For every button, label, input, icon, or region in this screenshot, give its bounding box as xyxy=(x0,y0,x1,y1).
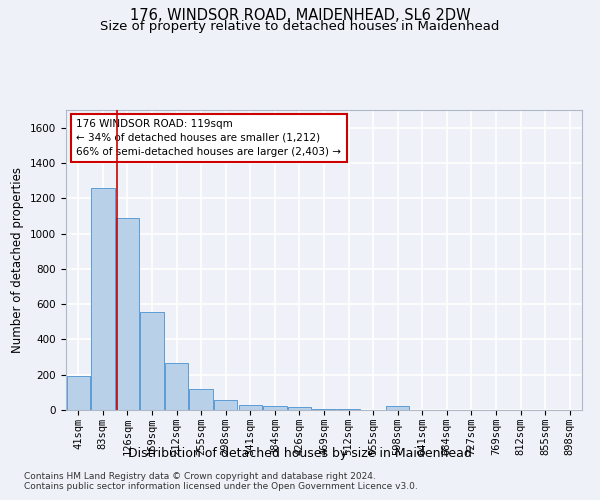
Text: 176 WINDSOR ROAD: 119sqm
← 34% of detached houses are smaller (1,212)
66% of sem: 176 WINDSOR ROAD: 119sqm ← 34% of detach… xyxy=(76,119,341,157)
Bar xyxy=(337,409,360,410)
Text: 176, WINDSOR ROAD, MAIDENHEAD, SL6 2DW: 176, WINDSOR ROAD, MAIDENHEAD, SL6 2DW xyxy=(130,8,470,22)
Bar xyxy=(214,400,238,410)
Bar xyxy=(263,406,287,410)
Bar xyxy=(165,363,188,410)
Bar xyxy=(288,408,311,410)
Text: Size of property relative to detached houses in Maidenhead: Size of property relative to detached ho… xyxy=(100,20,500,33)
Bar xyxy=(313,409,335,410)
Bar xyxy=(67,376,90,410)
Bar xyxy=(116,218,139,410)
Bar xyxy=(190,389,213,410)
Bar xyxy=(91,188,115,410)
Bar xyxy=(386,406,409,410)
Text: Contains HM Land Registry data © Crown copyright and database right 2024.: Contains HM Land Registry data © Crown c… xyxy=(24,472,376,481)
Text: Contains public sector information licensed under the Open Government Licence v3: Contains public sector information licen… xyxy=(24,482,418,491)
Text: Distribution of detached houses by size in Maidenhead: Distribution of detached houses by size … xyxy=(128,448,472,460)
Bar xyxy=(140,312,164,410)
Y-axis label: Number of detached properties: Number of detached properties xyxy=(11,167,25,353)
Bar xyxy=(239,404,262,410)
